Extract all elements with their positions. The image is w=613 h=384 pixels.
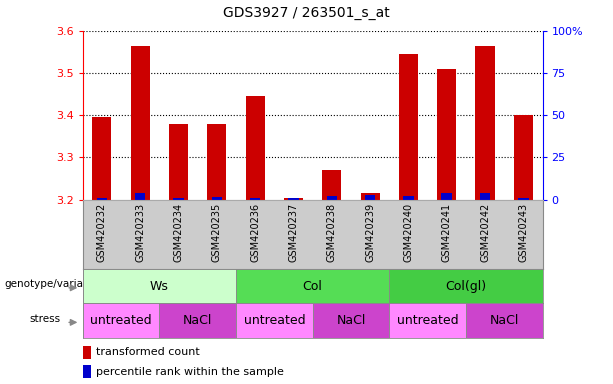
Bar (365, 195, 375, 200)
Text: transformed count: transformed count (96, 347, 199, 357)
Bar (93, 117, 112, 200)
Text: GSM420236: GSM420236 (250, 203, 260, 262)
Bar (476, 45, 495, 200)
Text: GSM420234: GSM420234 (173, 203, 183, 262)
Bar (288, 197, 299, 200)
Text: genotype/variation: genotype/variation (4, 279, 103, 290)
Bar (403, 196, 414, 200)
Text: GSM420232: GSM420232 (97, 203, 107, 262)
Bar (360, 193, 379, 200)
Text: GSM420239: GSM420239 (365, 203, 375, 262)
Text: NaCl: NaCl (337, 314, 365, 327)
Bar (399, 54, 418, 200)
Bar (389, 303, 466, 338)
Bar (83, 365, 91, 378)
Bar (169, 124, 188, 200)
Bar (83, 303, 159, 338)
Bar (236, 303, 313, 338)
Bar (97, 197, 107, 200)
Text: GDS3927 / 263501_s_at: GDS3927 / 263501_s_at (223, 6, 390, 20)
Bar (514, 115, 533, 200)
Bar (207, 124, 226, 200)
Text: GSM420241: GSM420241 (442, 203, 452, 262)
Bar (135, 193, 145, 200)
Bar (236, 269, 389, 303)
Bar (466, 303, 543, 338)
Bar (173, 197, 184, 200)
Text: GSM420235: GSM420235 (212, 203, 222, 262)
Text: Col: Col (303, 280, 322, 293)
Text: NaCl: NaCl (490, 314, 519, 327)
Text: NaCl: NaCl (183, 314, 212, 327)
Text: GSM420240: GSM420240 (403, 203, 413, 262)
Bar (313, 303, 389, 338)
Bar (83, 269, 236, 303)
Text: Ws: Ws (150, 280, 169, 293)
Text: GSM420238: GSM420238 (327, 203, 337, 262)
Text: untreated: untreated (243, 314, 305, 327)
Bar (518, 197, 528, 200)
Bar (437, 69, 456, 200)
Text: GSM420233: GSM420233 (135, 203, 145, 262)
Text: percentile rank within the sample: percentile rank within the sample (96, 367, 283, 377)
Bar (322, 170, 341, 200)
Text: stress: stress (29, 314, 60, 324)
Bar (250, 197, 261, 200)
Text: GSM420237: GSM420237 (289, 203, 299, 262)
Bar (159, 303, 236, 338)
Bar (480, 193, 490, 200)
Text: GSM420243: GSM420243 (519, 203, 528, 262)
Text: GSM420242: GSM420242 (480, 203, 490, 262)
Text: Col(gl): Col(gl) (445, 280, 487, 293)
Bar (211, 197, 222, 200)
Text: untreated: untreated (90, 314, 152, 327)
Bar (327, 196, 337, 200)
Bar (246, 96, 265, 200)
Bar (441, 193, 452, 200)
Bar (131, 45, 150, 200)
Text: untreated: untreated (397, 314, 459, 327)
Bar (284, 197, 303, 200)
Bar (83, 346, 91, 359)
Bar (389, 269, 543, 303)
